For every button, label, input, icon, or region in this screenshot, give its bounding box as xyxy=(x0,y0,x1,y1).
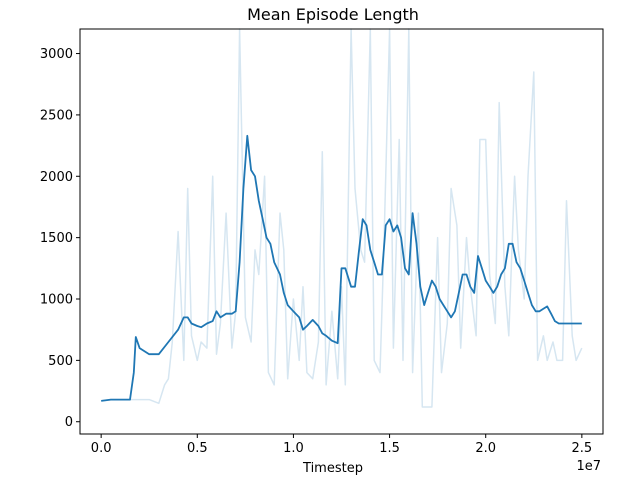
x-axis-label: Timestep xyxy=(302,461,363,476)
x-tick-label: 0.5 xyxy=(187,441,208,456)
x-tick-label: 2.5 xyxy=(572,441,593,456)
x-tick-label: 2.0 xyxy=(475,441,496,456)
axes-frame xyxy=(79,28,604,435)
chart-title: Mean Episode Length xyxy=(247,5,419,24)
y-tick-label: 1500 xyxy=(40,231,73,246)
raw-series xyxy=(101,28,583,408)
y-axis-ticks: 0 500 1000 1500 2000 2500 3000 xyxy=(40,47,80,430)
x-axis-multiplier: 1e7 xyxy=(576,459,601,474)
x-tick-label: 1.0 xyxy=(283,441,304,456)
y-tick-label: 1000 xyxy=(40,293,73,308)
x-tick-label: 1.5 xyxy=(379,441,400,456)
raw-series-line xyxy=(101,28,583,408)
smoothed-series xyxy=(101,134,582,402)
y-tick-label: 3000 xyxy=(40,47,73,62)
y-tick-label: 500 xyxy=(48,354,73,369)
smoothed-series-line xyxy=(101,134,582,402)
y-tick-label: 2000 xyxy=(40,170,73,185)
y-tick-label: 0 xyxy=(65,415,73,430)
x-tick-label: 0.0 xyxy=(91,441,112,456)
x-axis-ticks: 0.0 0.5 1.0 1.5 2.0 2.5 xyxy=(91,434,592,456)
y-tick-label: 2500 xyxy=(40,108,73,123)
plot-area xyxy=(79,28,604,435)
